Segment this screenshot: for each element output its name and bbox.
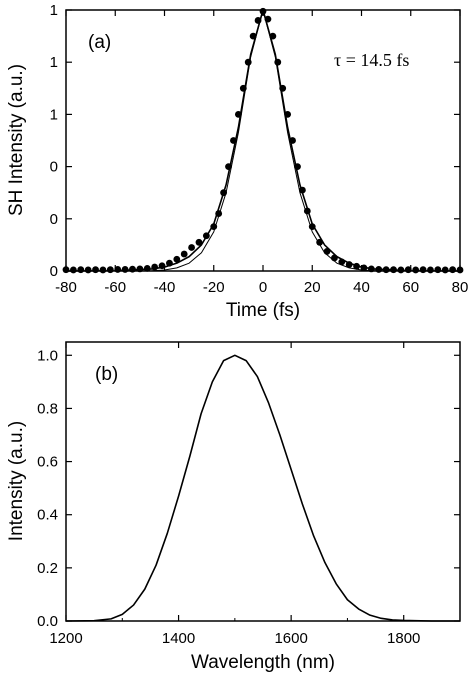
panel-a-y-tick-labels: 0 0 0 1 1 1 (50, 2, 58, 280)
x-tick-label: 1600 (274, 630, 307, 647)
panel-a-y-axis-title: SH Intensity (a.u.) (6, 64, 27, 216)
data-point (449, 266, 457, 274)
panel-a: -80 -60 -40 -20 0 20 40 60 80 0 0 0 1 1 1 (a) τ = 14.… (6, 2, 468, 321)
x-tick-label: 1400 (162, 630, 195, 647)
panel-a-series (62, 7, 464, 274)
panel-b-ticks (65, 342, 461, 622)
panel-a-x-axis-title: Time (fs) (226, 300, 300, 321)
x-tick-label: 1200 (49, 630, 82, 647)
data-point (412, 266, 420, 274)
data-point (69, 266, 77, 274)
y-tick-label: 0.0 (37, 613, 58, 630)
panel-a-label: (a) (88, 32, 111, 53)
data-point (188, 244, 195, 251)
data-point (92, 266, 99, 274)
data-point (106, 266, 114, 274)
x-tick-label: -40 (154, 279, 176, 296)
y-tick-label: 0 (50, 263, 58, 280)
series-line (66, 9, 460, 272)
panel-b: 1200 1400 1600 1800 0.00.20.40.60.81.0 (b) … (6, 341, 461, 673)
x-tick-label: 60 (402, 279, 419, 296)
data-point (404, 266, 412, 274)
y-tick-label: 1.0 (37, 347, 58, 364)
data-point (173, 255, 181, 263)
y-tick-label: 0.8 (37, 400, 58, 417)
y-tick-label: 1 (50, 2, 58, 19)
data-point (99, 266, 107, 274)
x-tick-label: 0 (259, 279, 267, 296)
data-point (195, 238, 203, 246)
x-tick-label: -80 (55, 279, 77, 296)
data-point (419, 266, 427, 274)
data-point (84, 266, 92, 274)
x-tick-label: 80 (452, 279, 469, 296)
data-point (180, 250, 188, 258)
x-tick-label: 1800 (387, 630, 420, 647)
panel-b-y-axis-title: Intensity (a.u.) (6, 421, 27, 541)
panel-a-x-tick-labels: -80 -60 -40 -20 0 20 40 60 80 (55, 279, 468, 296)
y-tick-label: 0.6 (37, 454, 58, 471)
y-tick-label: 0.2 (37, 560, 58, 577)
x-tick-label: -60 (104, 279, 126, 296)
data-point (441, 266, 449, 274)
x-tick-label: -20 (203, 279, 225, 296)
data-point (427, 266, 434, 274)
y-tick-label: 1 (50, 54, 58, 71)
y-tick-label: 0 (50, 159, 58, 176)
data-point (434, 266, 442, 274)
panel-a-annotation: τ = 14.5 fs (334, 50, 409, 70)
y-tick-label: 0.4 (37, 507, 58, 524)
panel-b-series (65, 354, 460, 622)
panel-b-label: (b) (95, 364, 118, 385)
data-point (114, 266, 122, 273)
x-tick-label: 20 (304, 279, 321, 296)
data-point (62, 266, 70, 274)
data-point (456, 266, 464, 274)
data-point (77, 266, 85, 274)
panel-b-x-tick-labels: 1200 1400 1600 1800 (49, 630, 420, 647)
panel-b-y-tick-labels: 0.0 0.2 0.4 0.6 0.8 1.0 (37, 347, 58, 630)
y-tick-label: 0 (50, 211, 58, 228)
panel-b-x-axis-title: Wavelength (nm) (191, 652, 335, 673)
x-tick-label: 40 (353, 279, 370, 296)
panel-b-plot-frame (65, 341, 461, 622)
y-tick-label: 1 (50, 106, 58, 123)
series-line (65, 354, 460, 622)
